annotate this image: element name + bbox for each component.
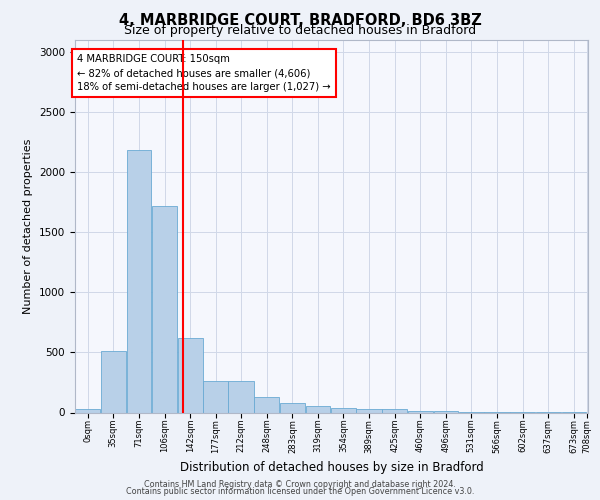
- Bar: [152, 206, 178, 412]
- Bar: [306, 406, 331, 412]
- Text: 4, MARBRIDGE COURT, BRADFORD, BD6 3BZ: 4, MARBRIDGE COURT, BRADFORD, BD6 3BZ: [119, 13, 481, 28]
- Bar: [178, 338, 203, 412]
- Bar: [75, 409, 100, 412]
- Bar: [229, 380, 254, 412]
- Bar: [382, 410, 407, 412]
- Bar: [203, 380, 228, 412]
- X-axis label: Distribution of detached houses by size in Bradford: Distribution of detached houses by size …: [179, 461, 484, 474]
- Text: Contains public sector information licensed under the Open Government Licence v3: Contains public sector information licen…: [126, 487, 474, 496]
- Text: 4 MARBRIDGE COURT: 150sqm
← 82% of detached houses are smaller (4,606)
18% of se: 4 MARBRIDGE COURT: 150sqm ← 82% of detac…: [77, 54, 331, 92]
- Text: Contains HM Land Registry data © Crown copyright and database right 2024.: Contains HM Land Registry data © Crown c…: [144, 480, 456, 489]
- Text: Size of property relative to detached houses in Bradford: Size of property relative to detached ho…: [124, 24, 476, 37]
- Bar: [280, 403, 305, 412]
- Y-axis label: Number of detached properties: Number of detached properties: [23, 138, 34, 314]
- Bar: [356, 409, 382, 412]
- Bar: [101, 351, 126, 412]
- Bar: [127, 150, 151, 412]
- Bar: [331, 408, 356, 412]
- Bar: [254, 397, 279, 412]
